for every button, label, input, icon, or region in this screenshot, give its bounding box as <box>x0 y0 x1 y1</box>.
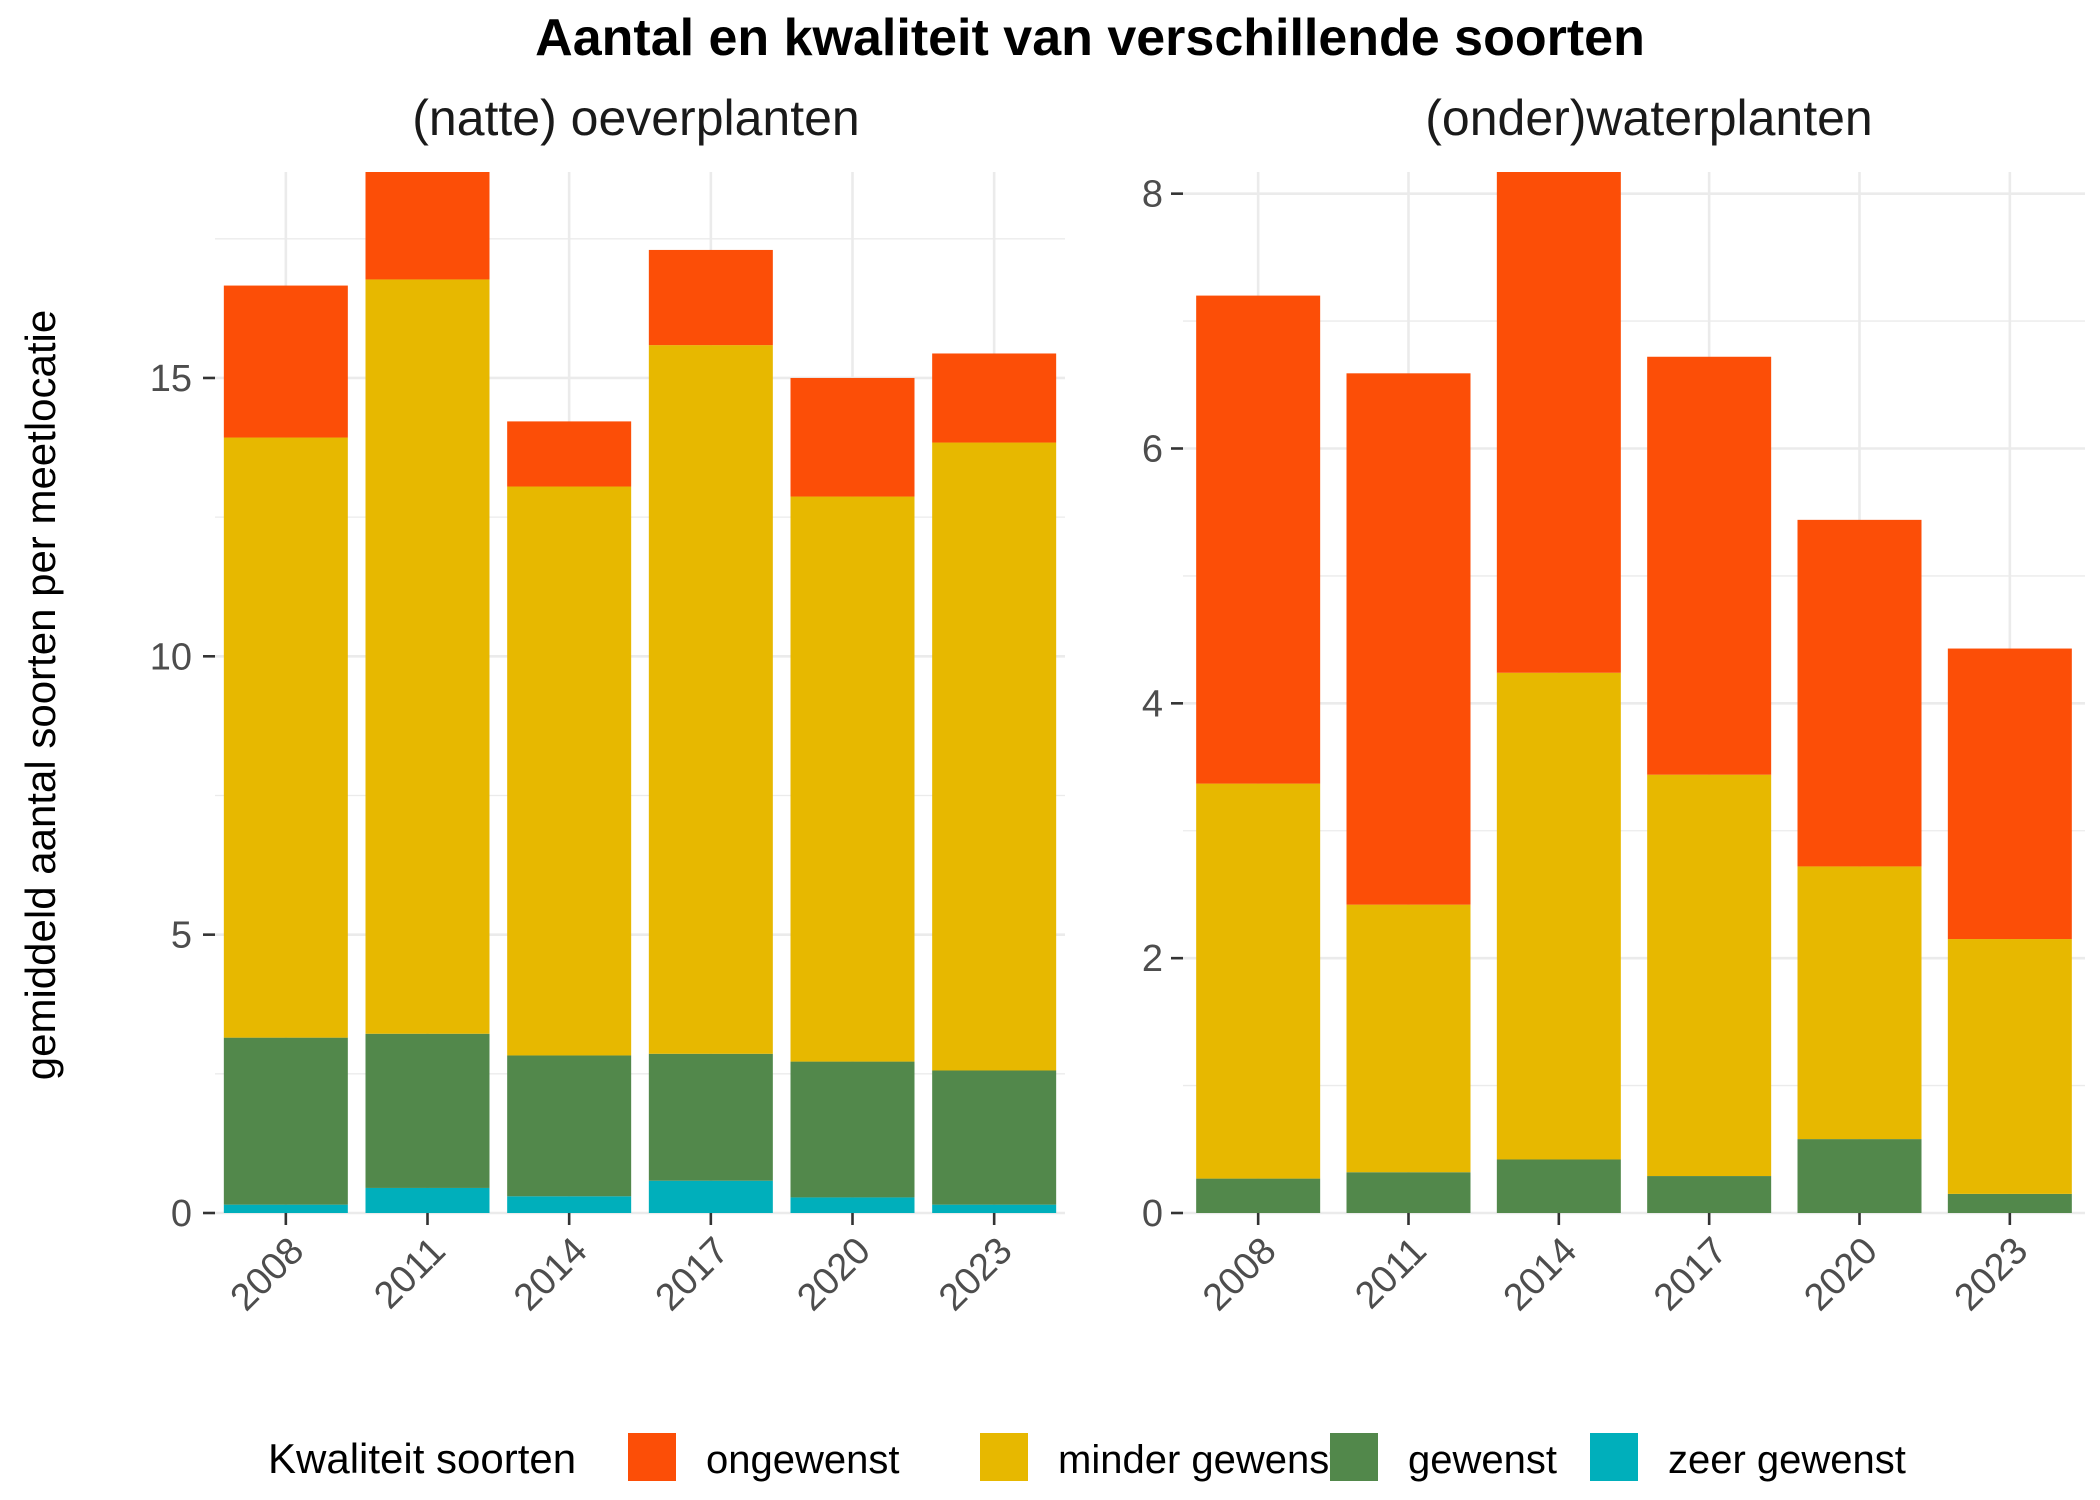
bar-segment-minder-gewenst <box>648 345 773 1054</box>
bar-segment-gewenst <box>223 1037 348 1205</box>
bar-segment-ongewenst <box>1797 519 1922 867</box>
bar-segment-ongewenst <box>1196 295 1321 784</box>
bar-segment-gewenst <box>1797 1139 1922 1213</box>
legend-key <box>1590 1433 1638 1481</box>
bar-segment-ongewenst <box>648 249 773 346</box>
bar-segment-gewenst <box>790 1061 915 1198</box>
bar-segment-ongewenst <box>223 285 348 438</box>
x-tick-label: 2008 <box>1195 1230 1284 1319</box>
bar-segment-minder-gewenst <box>932 442 1057 1071</box>
bar-segment-gewenst <box>1346 1172 1471 1213</box>
panel-2: (onder)waterplanten 0 2 4 6 8 2008 2011 2014 2017… <box>1142 90 2085 1319</box>
legend-key <box>980 1433 1028 1481</box>
legend: Kwaliteit soorten ongewenst minder gewens… <box>268 1433 1906 1482</box>
bar-segment-minder-gewenst <box>1647 774 1772 1177</box>
bar-segment-gewenst <box>1496 1159 1621 1213</box>
y-tick-label: 0 <box>1142 1193 1163 1235</box>
bar-segment-ongewenst <box>507 421 632 487</box>
x-tick-label: 2020 <box>1796 1230 1885 1319</box>
bar-segment-gewenst <box>507 1055 632 1197</box>
y-tick-label: 4 <box>1142 683 1163 725</box>
bar-segment-gewenst <box>365 1033 490 1188</box>
bar-segment-zeer-gewenst <box>648 1180 773 1213</box>
y-tick-label: 6 <box>1142 428 1163 470</box>
bar-segment-zeer-gewenst <box>365 1187 490 1213</box>
legend-key <box>1330 1433 1378 1481</box>
legend-item: zeer gewenst <box>1590 1433 1906 1482</box>
bar-segment-minder-gewenst <box>1496 672 1621 1160</box>
bar-segment-gewenst <box>1947 1193 2072 1213</box>
bar-segment-zeer-gewenst <box>932 1204 1057 1213</box>
chart-title: Aantal en kwaliteit van verschillende so… <box>535 9 1645 67</box>
y-tick-label: 2 <box>1142 938 1163 980</box>
legend-label: gewenst <box>1408 1438 1557 1482</box>
bar-segment-gewenst <box>1196 1178 1321 1213</box>
bar-segment-minder-gewenst <box>790 496 915 1062</box>
panel-title: (natte) oeverplanten <box>412 90 860 146</box>
legend-label: zeer gewenst <box>1668 1438 1906 1482</box>
legend-key <box>628 1433 676 1481</box>
x-tick-label: 2011 <box>1347 1230 1434 1317</box>
x-tick-label: 2023 <box>931 1230 1020 1319</box>
bar-segment-zeer-gewenst <box>790 1197 915 1213</box>
y-tick-label: 15 <box>150 358 192 400</box>
legend-item: gewenst <box>1330 1433 1557 1482</box>
y-axis-label: gemiddeld aantal soorten per meetlocatie <box>17 310 64 1080</box>
bar-segment-minder-gewenst <box>1196 783 1321 1179</box>
bar-segment-minder-gewenst <box>365 279 490 1034</box>
x-tick-label: 2023 <box>1947 1230 2036 1319</box>
panel-title: (onder)waterplanten <box>1425 90 1873 146</box>
legend-item: minder gewenst <box>980 1433 1340 1482</box>
y-tick-label: 5 <box>171 915 192 957</box>
bar-segment-minder-gewenst <box>1947 939 2072 1194</box>
bar-segment-gewenst <box>932 1070 1057 1205</box>
bar-segment-minder-gewenst <box>1346 904 1471 1173</box>
bar-segment-ongewenst <box>790 377 915 497</box>
x-tick-label: 2017 <box>648 1230 737 1319</box>
bar-segment-minder-gewenst <box>223 437 348 1038</box>
panel-1: (natte) oeverplanten 0 5 10 15 2008 2011 2014 20… <box>150 90 1065 1319</box>
y-tick-label: 10 <box>150 636 192 678</box>
legend-title: Kwaliteit soorten <box>268 1435 576 1482</box>
bar-segment-minder-gewenst <box>507 486 632 1056</box>
bar-segment-zeer-gewenst <box>507 1196 632 1213</box>
bar-segment-ongewenst <box>1496 172 1621 673</box>
bar-segment-minder-gewenst <box>1797 866 1922 1140</box>
legend-item: ongewenst <box>628 1433 899 1482</box>
bar-segment-ongewenst <box>1647 356 1772 775</box>
y-tick-label: 0 <box>171 1193 192 1235</box>
bar-segment-zeer-gewenst <box>223 1204 348 1213</box>
bar-segment-ongewenst <box>1346 373 1471 905</box>
legend-label: minder gewenst <box>1058 1438 1340 1482</box>
x-tick-label: 2011 <box>366 1230 453 1317</box>
x-tick-label: 2014 <box>506 1230 595 1319</box>
x-tick-label: 2020 <box>789 1230 878 1319</box>
x-tick-label: 2017 <box>1646 1230 1735 1319</box>
bar-segment-ongewenst <box>365 172 490 280</box>
x-tick-label: 2008 <box>223 1230 312 1319</box>
x-tick-label: 2014 <box>1496 1230 1585 1319</box>
legend-label: ongewenst <box>706 1438 899 1482</box>
bar-segment-gewenst <box>648 1053 773 1181</box>
bar-segment-ongewenst <box>932 353 1057 443</box>
y-tick-label: 8 <box>1142 174 1163 216</box>
bar-segment-ongewenst <box>1947 648 2072 940</box>
bar-segment-gewenst <box>1647 1176 1772 1213</box>
